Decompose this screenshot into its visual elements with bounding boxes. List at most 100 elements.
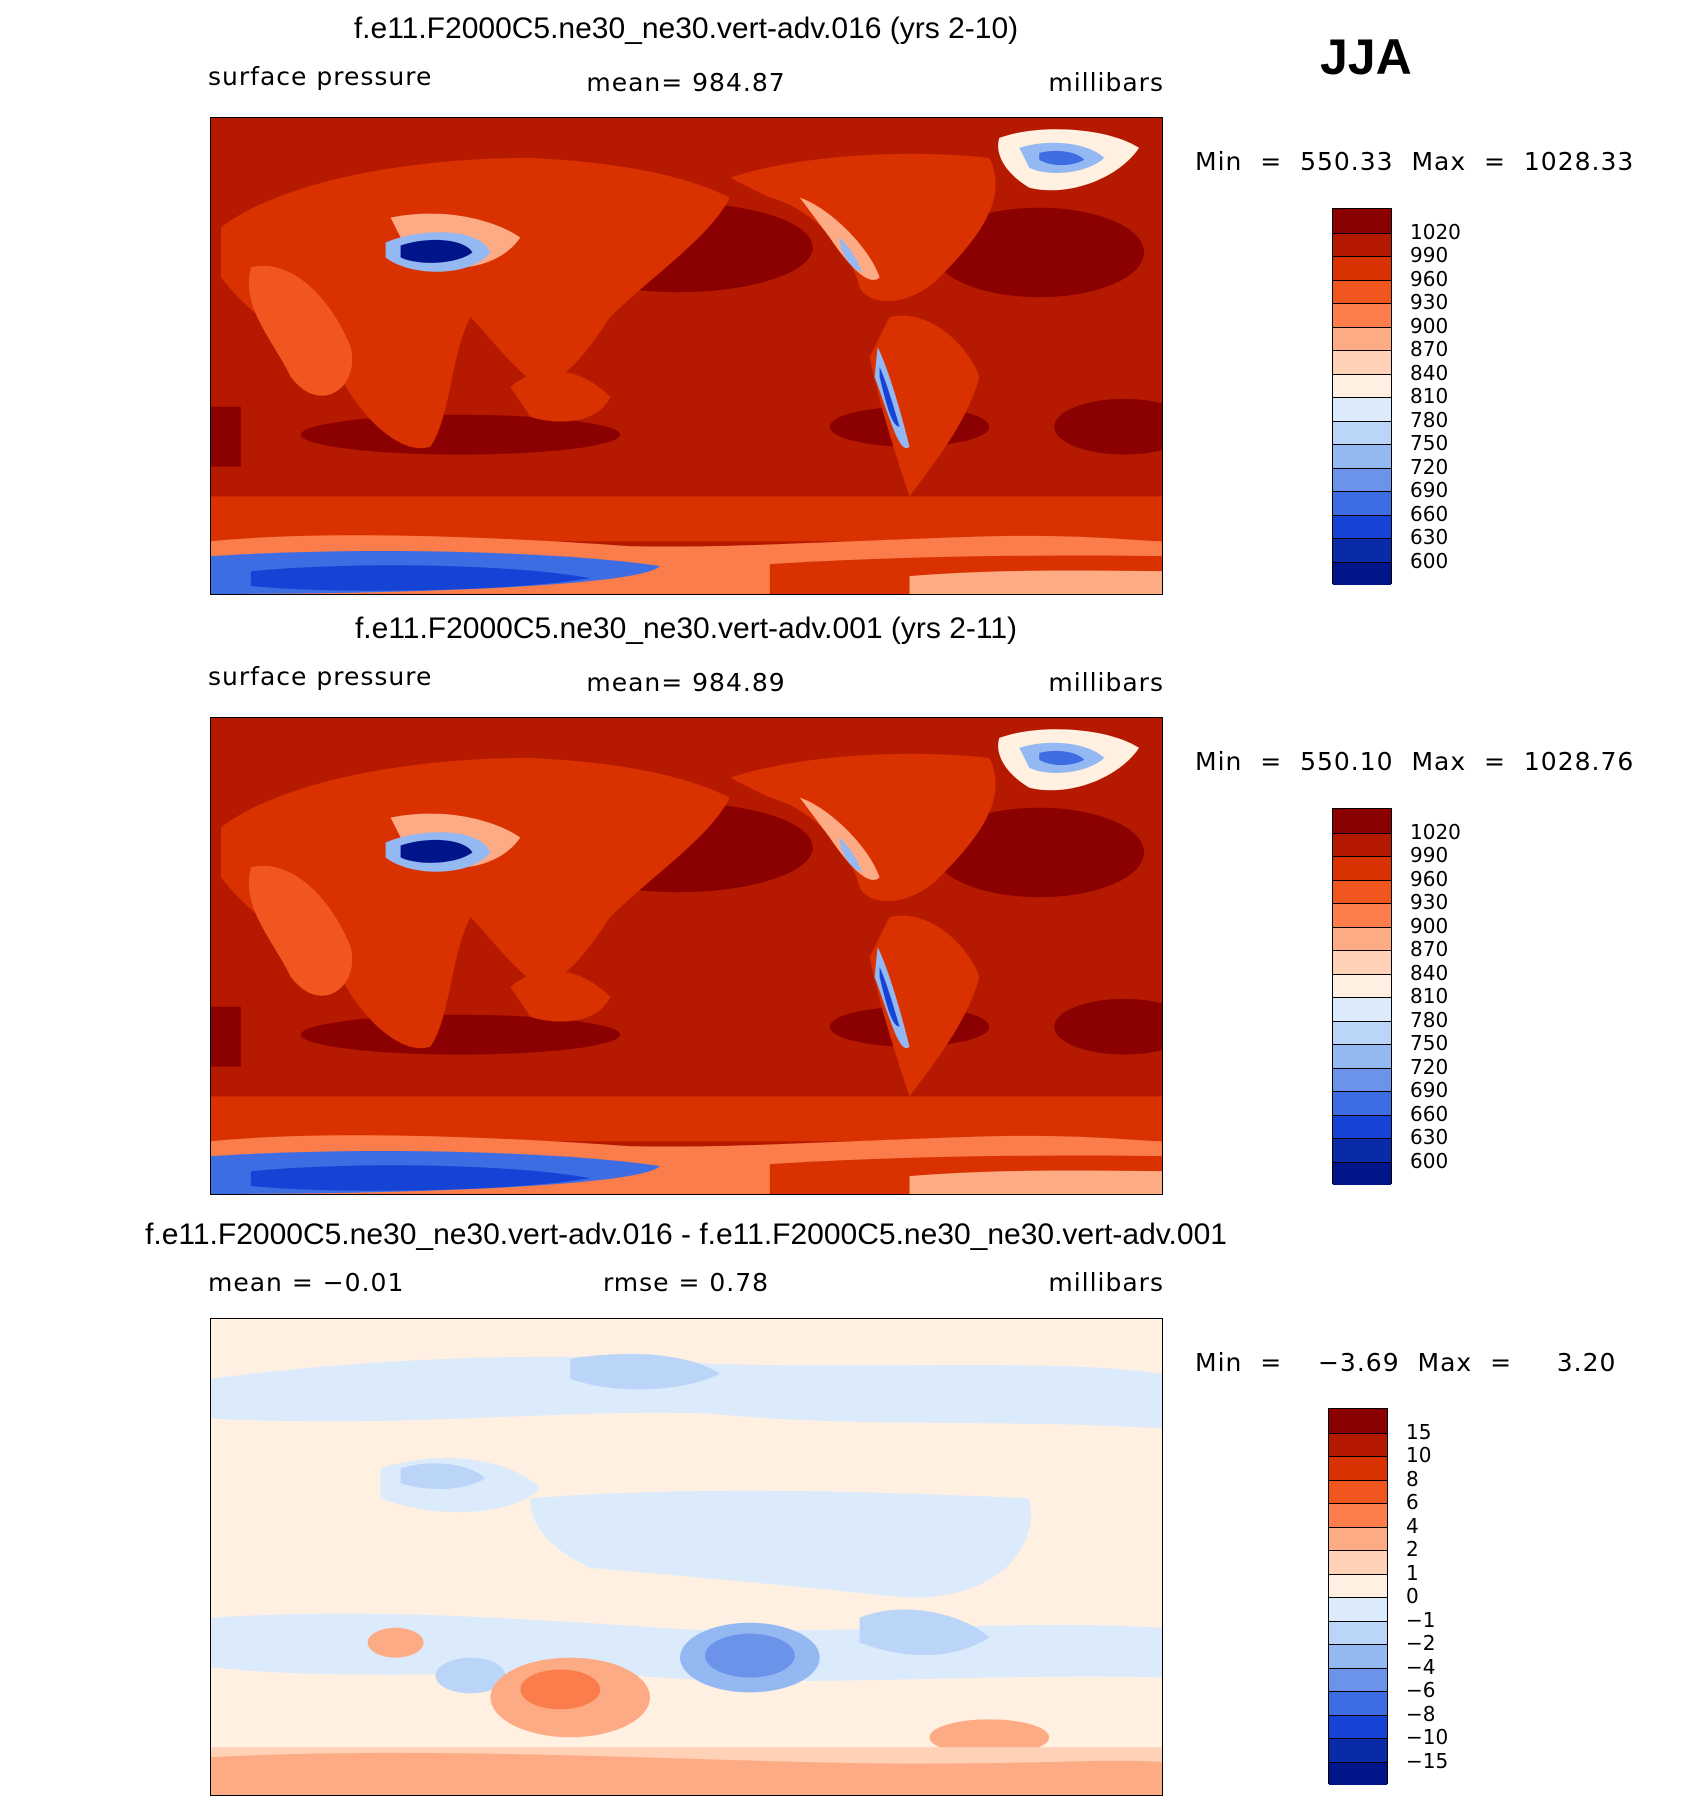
colorbar-swatch xyxy=(1329,1644,1387,1668)
colorbar-tick-label: 840 xyxy=(1410,360,1449,385)
colorbar-swatch xyxy=(1333,856,1391,880)
colorbar-swatch xyxy=(1333,514,1391,538)
colorbar-swatch xyxy=(1329,1503,1387,1527)
colorbar-swatch xyxy=(1333,561,1391,585)
colorbar-swatch xyxy=(1333,1044,1391,1068)
colorbar-tick-label: 600 xyxy=(1410,548,1449,573)
colorbar-tick-label: 8 xyxy=(1406,1466,1419,1491)
panel3-rmse-label: rmse = 0.78 xyxy=(602,1268,770,1297)
colorbar-tick-label: 4 xyxy=(1406,1513,1419,1538)
colorbar-swatch xyxy=(1329,1456,1387,1480)
panel3-minmax: Min = −3.69 Max = 3.20 xyxy=(1195,1348,1617,1377)
colorbar-swatch xyxy=(1329,1761,1387,1785)
colorbar-tick-label: 930 xyxy=(1410,290,1449,314)
colorbar-swatch xyxy=(1333,467,1391,491)
colorbar-swatch xyxy=(1333,397,1391,421)
colorbar-tick-label: 960 xyxy=(1410,266,1449,291)
panel2-title: f.e11.F2000C5.ne30_ne30.vert-adv.001 (yr… xyxy=(354,612,1018,645)
panel3-map-plot xyxy=(211,1319,1162,1795)
colorbar-tick-label: 780 xyxy=(1410,1007,1449,1032)
colorbar-swatch xyxy=(1329,1691,1387,1715)
colorbar-swatch xyxy=(1329,1738,1387,1762)
colorbar-swatch xyxy=(1329,1667,1387,1691)
panel2-minmax: Min = 550.10 Max = 1028.76 xyxy=(1195,747,1635,776)
colorbar-swatch xyxy=(1329,1550,1387,1574)
colorbar-box xyxy=(1328,1408,1388,1785)
colorbar-swatch xyxy=(1329,1620,1387,1644)
colorbar-swatch xyxy=(1329,1597,1387,1621)
colorbar-tick-label: −4 xyxy=(1406,1654,1436,1679)
colorbar-swatch xyxy=(1333,1067,1391,1091)
colorbar-tick-label: 0 xyxy=(1406,1584,1419,1608)
panel2-map xyxy=(210,717,1163,1195)
colorbar-swatch xyxy=(1333,1161,1391,1185)
colorbar-swatch xyxy=(1333,350,1391,374)
colorbar-tick-label: 720 xyxy=(1410,1054,1449,1079)
colorbar-swatch xyxy=(1333,538,1391,562)
colorbar-swatch xyxy=(1329,1409,1387,1433)
panel2-variable-label: surface pressure xyxy=(208,662,433,691)
colorbar-swatch xyxy=(1333,879,1391,903)
colorbar-tick-label: −6 xyxy=(1406,1678,1436,1702)
colorbar-tick-label: 690 xyxy=(1410,478,1449,502)
colorbar-tick-label: 900 xyxy=(1410,913,1449,938)
colorbar-swatch xyxy=(1333,279,1391,303)
colorbar-swatch xyxy=(1333,420,1391,444)
colorbar-tick-label: 930 xyxy=(1410,890,1449,914)
colorbar-tick-label: 690 xyxy=(1410,1078,1449,1102)
panel2-units-label: millibars xyxy=(1048,668,1164,697)
colorbar-swatch xyxy=(1333,444,1391,468)
colorbar-swatch xyxy=(1333,832,1391,856)
colorbar-tick-label: −2 xyxy=(1406,1631,1436,1655)
colorbar-tick-label: 750 xyxy=(1410,431,1449,455)
panel1-variable-label: surface pressure xyxy=(208,62,433,91)
colorbar-swatch xyxy=(1329,1432,1387,1456)
colorbar-swatch xyxy=(1333,303,1391,327)
colorbar-tick-label: 750 xyxy=(1410,1031,1449,1055)
panel3-title: f.e11.F2000C5.ne30_ne30.vert-adv.016 - f… xyxy=(145,1218,1227,1251)
colorbar-tick-label: 840 xyxy=(1410,960,1449,985)
panel1-minmax: Min = 550.33 Max = 1028.33 xyxy=(1195,147,1635,176)
colorbar-tick-label: 960 xyxy=(1410,866,1449,891)
panel1-map xyxy=(210,117,1163,595)
colorbar-tick-label: −1 xyxy=(1406,1607,1436,1632)
colorbar-swatch xyxy=(1329,1714,1387,1738)
colorbar-tick-label: 1020 xyxy=(1410,819,1461,844)
colorbar-tick-label: 900 xyxy=(1410,313,1449,338)
season-label: JJA xyxy=(1320,29,1412,85)
panel2-map-plot xyxy=(211,718,1162,1194)
colorbar-tick-label: 6 xyxy=(1406,1490,1419,1514)
panel3-mean-label: mean = −0.01 xyxy=(208,1268,405,1297)
colorbar-tick-label: −8 xyxy=(1406,1701,1436,1726)
colorbar-swatch xyxy=(1333,373,1391,397)
colorbar-swatch xyxy=(1329,1526,1387,1550)
colorbar-tick-label: 630 xyxy=(1410,525,1449,549)
colorbar-tick-label: 600 xyxy=(1410,1148,1449,1173)
colorbar-tick-label: 1 xyxy=(1406,1560,1419,1585)
colorbar-swatch xyxy=(1329,1573,1387,1597)
colorbar-tick-label: −15 xyxy=(1406,1748,1449,1773)
panel1-units-label: millibars xyxy=(1048,68,1164,97)
colorbar-box xyxy=(1332,208,1392,585)
colorbar-swatch xyxy=(1333,256,1391,280)
colorbar-swatch xyxy=(1333,973,1391,997)
colorbar-swatch xyxy=(1333,1091,1391,1115)
colorbar-tick-label: 1020 xyxy=(1410,219,1461,244)
colorbar-tick-label: 990 xyxy=(1410,243,1449,267)
colorbar-swatch xyxy=(1333,926,1391,950)
colorbar-swatch xyxy=(1333,903,1391,927)
panel1-map-plot xyxy=(211,118,1162,594)
colorbar-tick-label: 810 xyxy=(1410,384,1449,408)
colorbar-tick-label: 990 xyxy=(1410,843,1449,867)
colorbar-tick-label: 15 xyxy=(1406,1419,1432,1444)
colorbar-box xyxy=(1332,808,1392,1185)
colorbar-swatch xyxy=(1333,1138,1391,1162)
colorbar-tick-label: 780 xyxy=(1410,407,1449,432)
colorbar-swatch xyxy=(1333,1114,1391,1138)
colorbar-tick-label: 810 xyxy=(1410,984,1449,1008)
colorbar-tick-label: 660 xyxy=(1410,1101,1449,1126)
colorbar-tick-label: −10 xyxy=(1406,1725,1449,1749)
panel3-map xyxy=(210,1318,1163,1796)
colorbar-tick-label: 870 xyxy=(1410,937,1449,961)
panel3-units-label: millibars xyxy=(1048,1268,1164,1297)
